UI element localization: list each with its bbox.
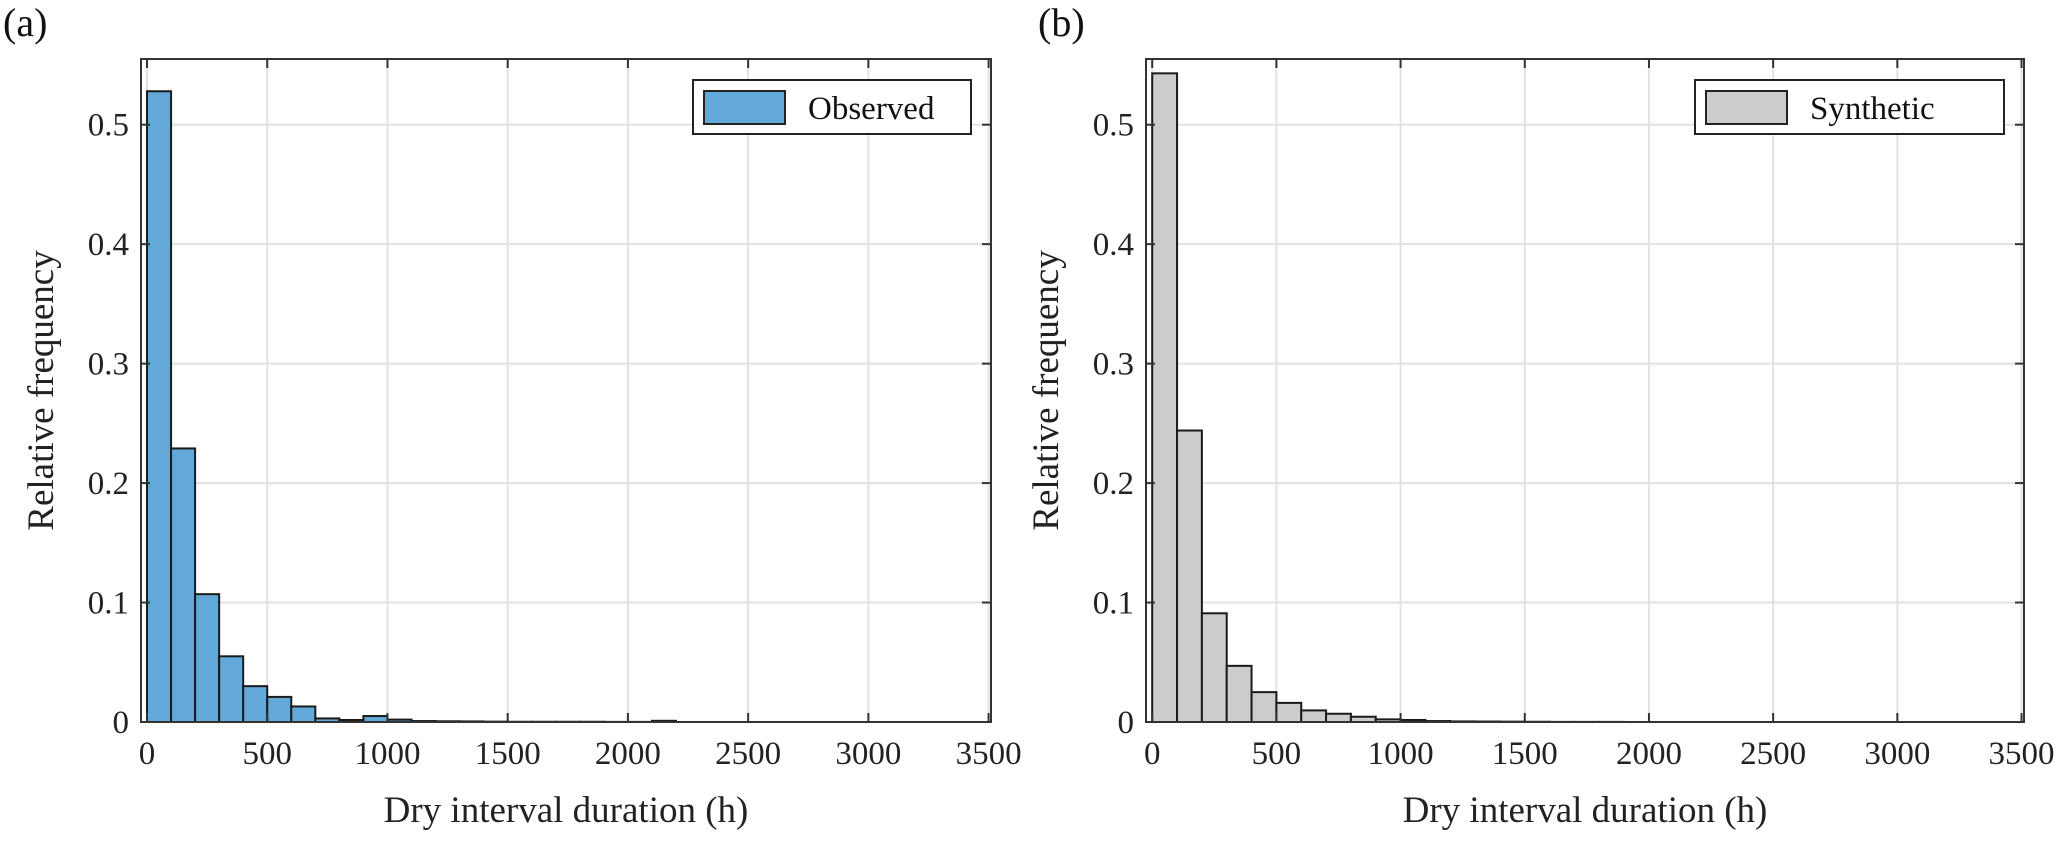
histogram-bar <box>1225 664 1253 724</box>
y-tick-label: 0 <box>113 705 130 741</box>
y-tick-label: 0.2 <box>1093 466 1134 502</box>
panel-a: 0 500 1000 1500 2000 2500 3000 3500 0 0.1 0.2 0.3 0.… <box>3 0 1022 831</box>
x-axis-label: Dry interval duration (h) <box>1403 790 1768 831</box>
x-tick-label: 1500 <box>1492 736 1558 772</box>
y-tick-label: 0.3 <box>88 347 129 383</box>
x-tick-label: 2500 <box>715 736 781 772</box>
panel-label: (a) <box>3 0 47 45</box>
histogram-bar <box>1300 709 1328 723</box>
y-tick-label: 0.5 <box>1093 108 1134 144</box>
x-tick-label: 3000 <box>1864 736 1930 772</box>
x-axis-label: Dry interval duration (h) <box>384 790 749 831</box>
legend-label: Observed <box>808 91 935 127</box>
axes-frame <box>140 58 992 723</box>
y-tick-label: 0.2 <box>88 466 129 502</box>
legend: Observed <box>692 79 972 135</box>
x-tick-label: 3000 <box>835 736 901 772</box>
histogram-bar <box>266 695 293 723</box>
histogram-bar <box>1176 429 1203 723</box>
y-axis-label: Relative frequency <box>21 250 62 531</box>
panel-b: 0 500 1000 1500 2000 2500 3000 3500 0 0.1 0.2 0.3 0.… <box>1026 0 2055 831</box>
y-tick-label: 0.1 <box>1093 586 1134 622</box>
histogram-bar <box>170 447 197 723</box>
histogram-bar <box>218 655 245 724</box>
x-tick-label: 500 <box>1252 736 1302 772</box>
histogram-bar <box>146 90 173 724</box>
histogram-bar <box>1151 72 1179 723</box>
x-tick-label: 2000 <box>595 736 661 772</box>
x-tick-label: 1000 <box>354 736 420 772</box>
histogram-bar <box>242 685 269 724</box>
legend-label: Synthetic <box>1810 91 1935 127</box>
panel-label: (b) <box>1038 0 1085 45</box>
x-tick-label: 2500 <box>1740 736 1806 772</box>
histogram-bar <box>1200 612 1228 723</box>
y-axis-label: Relative frequency <box>1026 250 1067 531</box>
x-tick-label: 3500 <box>1989 736 2055 772</box>
x-tick-label: 1500 <box>475 736 541 772</box>
y-tick-label: 0.4 <box>88 227 129 263</box>
x-tick-label: 0 <box>139 736 156 772</box>
y-tick-label: 0 <box>1118 705 1135 741</box>
x-tick-label: 2000 <box>1616 736 1682 772</box>
legend-swatch <box>1705 90 1788 125</box>
y-tick-label: 0.1 <box>88 586 129 622</box>
x-tick-label: 3500 <box>956 736 1022 772</box>
y-tick-label: 0.3 <box>1093 347 1134 383</box>
histogram-bar <box>1325 712 1352 724</box>
histogram-bar <box>194 593 221 724</box>
y-tick-label: 0.4 <box>1093 227 1134 263</box>
axes-frame <box>1145 58 2025 723</box>
x-tick-label: 500 <box>242 736 292 772</box>
legend-swatch <box>703 90 786 125</box>
y-tick-label: 0.5 <box>88 108 129 144</box>
histogram-bar <box>1250 691 1278 723</box>
histogram-bar <box>290 705 317 724</box>
x-tick-label: 0 <box>1144 736 1161 772</box>
legend: Synthetic <box>1694 79 2005 135</box>
histogram-bar <box>1275 701 1303 723</box>
x-tick-label: 1000 <box>1368 736 1434 772</box>
